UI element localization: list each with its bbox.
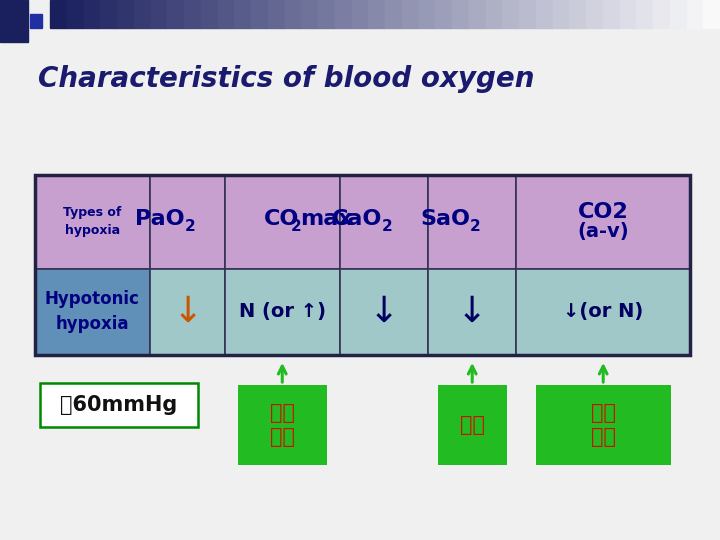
Bar [0, 0, 28, 42]
Text: CaO: CaO [331, 209, 382, 229]
Bar [636, 0, 653, 28]
Bar [40, 383, 198, 427]
Bar [516, 268, 690, 355]
Bar [340, 175, 428, 268]
Bar [67, 0, 84, 28]
Text: ↓: ↓ [457, 295, 487, 329]
Text: CO2: CO2 [578, 202, 629, 222]
Bar [35, 175, 690, 355]
Bar [100, 0, 117, 28]
Bar [225, 268, 340, 355]
Bar [134, 0, 150, 28]
Bar [351, 0, 368, 28]
Bar [150, 0, 167, 28]
Bar [238, 385, 327, 465]
Bar [340, 268, 428, 355]
Text: 2: 2 [290, 219, 301, 234]
Text: max: max [300, 209, 353, 229]
Bar [84, 0, 100, 28]
Bar [536, 385, 671, 465]
Bar [318, 0, 335, 28]
Bar [438, 385, 507, 465]
Bar [50, 0, 67, 28]
Bar [117, 0, 134, 28]
Bar [301, 0, 318, 28]
Bar [167, 0, 184, 28]
Bar [418, 0, 436, 28]
Text: Characteristics of blood oxygen: Characteristics of blood oxygen [38, 65, 534, 93]
Bar [516, 175, 690, 268]
Text: ↓(or N): ↓(or N) [563, 302, 644, 321]
Text: SaO: SaO [420, 209, 470, 229]
Bar [8, 12, 26, 30]
Bar [536, 0, 552, 28]
Bar [368, 0, 385, 28]
Bar [428, 268, 516, 355]
Bar [30, 14, 42, 28]
Bar [586, 0, 603, 28]
Bar [552, 0, 570, 28]
Text: 慢性
代偿: 慢性 代偿 [590, 403, 616, 447]
Bar [284, 0, 301, 28]
Text: PaO: PaO [135, 209, 184, 229]
Bar [35, 268, 150, 355]
Text: 2: 2 [184, 219, 195, 234]
Text: Types of
hypoxia: Types of hypoxia [63, 206, 122, 237]
Bar [436, 0, 452, 28]
Bar [234, 0, 251, 28]
Bar [519, 0, 536, 28]
Bar [35, 175, 150, 268]
Text: 《60mmHg: 《60mmHg [60, 395, 178, 415]
Bar [150, 175, 225, 268]
Bar [217, 0, 234, 28]
Bar [670, 0, 686, 28]
Bar [653, 0, 670, 28]
Text: ↓: ↓ [369, 295, 399, 329]
Text: 2: 2 [382, 219, 392, 234]
Text: ↓: ↓ [172, 295, 202, 329]
Bar [503, 0, 519, 28]
Bar [603, 0, 619, 28]
Text: (a-v): (a-v) [577, 222, 629, 241]
Bar [703, 0, 720, 28]
Bar [225, 175, 340, 268]
Bar [686, 0, 703, 28]
Bar [184, 0, 201, 28]
Text: 发紺: 发紺 [459, 415, 485, 435]
Bar [385, 0, 402, 28]
Bar [570, 0, 586, 28]
Bar [335, 0, 351, 28]
Text: Hypotonic
hypoxia: Hypotonic hypoxia [45, 291, 140, 333]
Bar [0, 0, 12, 10]
Bar [402, 0, 418, 28]
Bar [268, 0, 284, 28]
Bar [251, 0, 268, 28]
Bar [150, 268, 225, 355]
Text: 2: 2 [470, 219, 481, 234]
Text: 慢性
代偿: 慢性 代偿 [270, 403, 294, 447]
Bar [201, 0, 217, 28]
Bar [452, 0, 469, 28]
Text: CO: CO [264, 209, 300, 229]
Bar [619, 0, 636, 28]
Bar [428, 175, 516, 268]
Text: N (or ↑): N (or ↑) [239, 302, 325, 321]
Bar [485, 0, 503, 28]
Bar [469, 0, 485, 28]
